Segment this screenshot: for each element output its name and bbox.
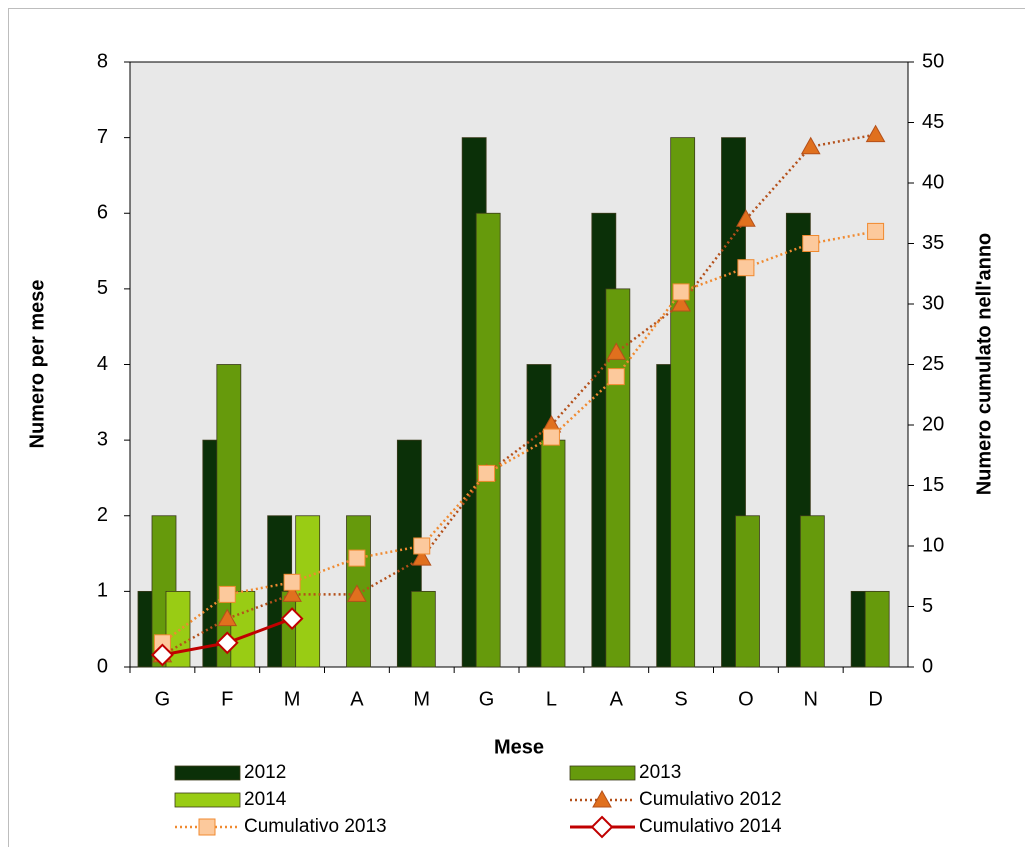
- bar: [295, 515, 321, 668]
- line-marker: [217, 608, 238, 627]
- line-marker: [151, 643, 174, 667]
- line-marker: [348, 549, 366, 567]
- bar: [799, 515, 825, 668]
- x-tick-label: F: [221, 688, 233, 710]
- legend-marker: [592, 789, 612, 808]
- x-tick-label: S: [674, 688, 687, 710]
- bar: [670, 137, 696, 668]
- x-tick-label: M: [284, 688, 301, 710]
- y2-tick-label: 10: [922, 534, 944, 556]
- y2-tick-label: 40: [922, 171, 944, 193]
- legend-swatch: [174, 792, 241, 808]
- x-tick-label: A: [350, 688, 364, 710]
- line-marker: [411, 548, 432, 566]
- y2-axis-title: Numero cumulato nell'anno: [973, 233, 995, 496]
- legend-marker: [590, 815, 614, 839]
- x-tick-label: N: [804, 688, 818, 710]
- y-axis-title: Numero per mese: [26, 280, 48, 449]
- line-marker: [282, 584, 302, 602]
- legend-label: 2013: [639, 762, 681, 783]
- line-marker: [283, 573, 301, 591]
- legend-label: 2012: [244, 762, 286, 783]
- line-marker: [736, 209, 756, 227]
- bar: [735, 515, 760, 668]
- line-marker: [218, 585, 236, 603]
- y-tick-label: 7: [97, 126, 108, 148]
- x-axis-title: Mese: [494, 736, 544, 758]
- line: [161, 133, 876, 656]
- y-tick-label: 5: [97, 277, 108, 299]
- line-marker: [215, 631, 239, 655]
- legend-label: Cumulativo 2012: [639, 789, 782, 810]
- line-marker: [413, 537, 431, 555]
- legend-marker: [198, 818, 216, 836]
- y2-tick-label: 45: [922, 111, 944, 133]
- bar: [475, 212, 501, 668]
- x-tick-label: D: [868, 688, 882, 710]
- line-marker: [867, 222, 885, 240]
- line-marker: [802, 235, 820, 252]
- line-marker: [280, 607, 304, 631]
- line-marker: [671, 293, 691, 312]
- line-marker: [800, 136, 821, 155]
- legend-label: 2014: [244, 789, 287, 810]
- y2-tick-label: 35: [922, 232, 944, 254]
- bar: [410, 590, 436, 668]
- y-tick-label: 2: [97, 504, 108, 526]
- y-tick-label: 8: [97, 50, 108, 72]
- line-marker: [607, 368, 625, 386]
- y2-tick-label: 0: [922, 655, 933, 677]
- legend-swatch: [569, 765, 636, 781]
- line-marker: [606, 342, 627, 360]
- line: [161, 230, 876, 644]
- x-tick-label: O: [738, 688, 754, 710]
- y2-tick-label: 25: [922, 353, 944, 375]
- line-marker: [542, 428, 560, 446]
- y2-tick-label: 30: [922, 292, 944, 314]
- bar: [230, 590, 256, 668]
- y-tick-label: 4: [97, 353, 108, 375]
- legend-label: Cumulativo 2014: [639, 816, 782, 837]
- legend-swatch: [174, 765, 241, 781]
- line-marker: [478, 464, 496, 482]
- x-tick-label: A: [610, 688, 624, 710]
- line-marker: [347, 584, 367, 602]
- plot-area: [129, 61, 909, 668]
- y-tick-label: 1: [97, 580, 108, 602]
- line-marker: [672, 283, 690, 301]
- y2-tick-label: 20: [922, 413, 944, 435]
- x-tick-label: M: [413, 688, 430, 710]
- bar: [540, 439, 566, 668]
- line-marker: [865, 124, 886, 143]
- x-tick-label: G: [479, 688, 495, 710]
- bar: [864, 590, 890, 668]
- y2-tick-label: 50: [922, 50, 944, 72]
- x-tick-label: L: [546, 688, 557, 710]
- line-marker: [737, 259, 755, 277]
- y-tick-label: 3: [97, 428, 108, 450]
- y-tick-label: 0: [97, 655, 108, 677]
- legend-label: Cumulativo 2013: [244, 816, 387, 837]
- y-tick-label: 6: [97, 202, 108, 224]
- y2-tick-label: 5: [922, 595, 933, 617]
- y2-tick-label: 15: [922, 474, 944, 496]
- x-tick-label: G: [155, 688, 171, 710]
